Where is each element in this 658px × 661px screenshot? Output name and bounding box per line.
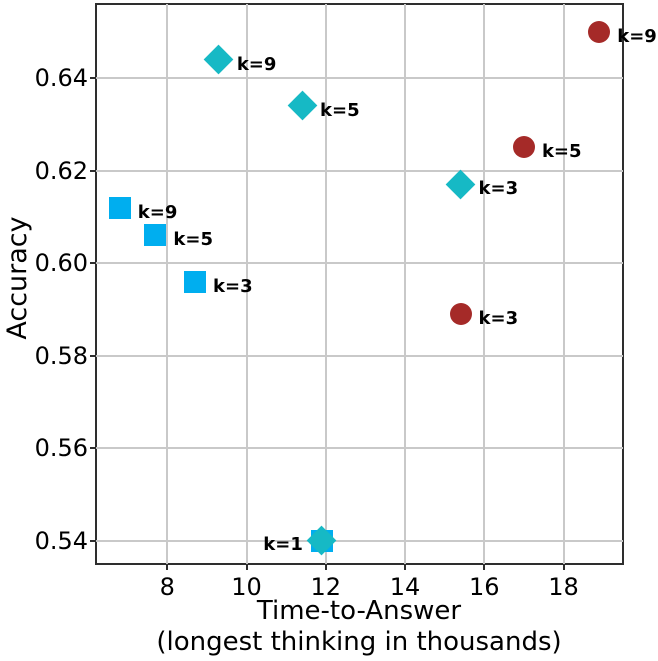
x-axis-label-line2: (longest thinking in thousands) bbox=[156, 627, 562, 657]
square-marker bbox=[144, 224, 167, 247]
square-marker bbox=[108, 196, 131, 219]
y-tick-mark bbox=[90, 447, 96, 450]
point-label: k=3 bbox=[213, 275, 253, 297]
y-tick-label: 0.64 bbox=[34, 64, 88, 93]
plot-area bbox=[95, 3, 624, 565]
circle-marker bbox=[449, 303, 472, 326]
y-gridline bbox=[96, 77, 623, 80]
x-tick-label: 10 bbox=[231, 573, 262, 601]
x-tick-mark bbox=[324, 564, 327, 570]
x-gridline bbox=[166, 4, 169, 564]
y-gridline bbox=[96, 539, 623, 542]
x-tick-label: 8 bbox=[159, 573, 175, 601]
x-gridline bbox=[562, 4, 565, 564]
point-label: k=5 bbox=[320, 99, 360, 121]
y-tick-mark bbox=[90, 539, 96, 542]
point-label: k=3 bbox=[478, 178, 519, 200]
y-tick-mark bbox=[90, 77, 96, 80]
x-tick-mark bbox=[245, 564, 248, 570]
x-tick-mark bbox=[166, 564, 169, 570]
y-tick-label: 0.62 bbox=[34, 156, 88, 185]
point-label: k=5 bbox=[173, 229, 213, 251]
x-gridline bbox=[404, 4, 407, 564]
y-gridline bbox=[96, 354, 623, 357]
y-tick-mark bbox=[90, 354, 96, 357]
point-label: k=3 bbox=[478, 308, 519, 330]
x-gridline bbox=[324, 4, 327, 564]
x-tick-label: 14 bbox=[389, 573, 421, 601]
y-tick-mark bbox=[90, 169, 96, 172]
y-tick-label: 0.58 bbox=[34, 341, 88, 370]
circle-marker bbox=[512, 136, 535, 159]
x-axis-label-line1: Time-to-Answer bbox=[256, 596, 462, 626]
y-gridline bbox=[96, 169, 623, 172]
y-tick-label: 0.60 bbox=[34, 249, 88, 278]
y-gridline bbox=[96, 447, 623, 450]
x-tick-mark bbox=[562, 564, 565, 570]
y-gridline bbox=[96, 262, 623, 265]
point-label: k=9 bbox=[137, 201, 178, 223]
x-tick-label: 18 bbox=[548, 573, 579, 601]
x-tick-mark bbox=[483, 564, 486, 570]
x-tick-label: 16 bbox=[469, 573, 500, 601]
y-tick-label: 0.56 bbox=[34, 434, 88, 463]
x-gridline bbox=[245, 4, 248, 564]
x-gridline bbox=[483, 4, 486, 564]
x-tick-label: 12 bbox=[310, 573, 342, 601]
point-label: k=9 bbox=[236, 53, 277, 75]
point-label: k=5 bbox=[541, 141, 582, 163]
y-tick-mark bbox=[90, 262, 96, 265]
point-label: k=1 bbox=[263, 533, 303, 555]
x-axis-label: Time-to-Answer (longest thinking in thou… bbox=[66, 596, 652, 658]
y-tick-label: 0.54 bbox=[34, 526, 88, 555]
point-label: k=9 bbox=[617, 25, 657, 47]
x-tick-mark bbox=[404, 564, 407, 570]
circle-marker bbox=[588, 20, 611, 43]
square-marker bbox=[184, 270, 207, 293]
